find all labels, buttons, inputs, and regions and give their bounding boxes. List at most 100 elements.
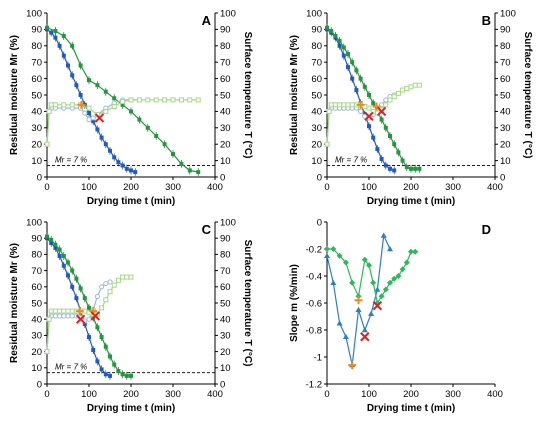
data-point	[178, 97, 184, 103]
data-point	[65, 308, 71, 314]
data-point	[362, 113, 368, 119]
data-point	[108, 148, 112, 153]
data-point	[392, 168, 397, 173]
data-point	[367, 93, 371, 97]
data-point	[57, 254, 62, 259]
red-x-marker	[372, 300, 383, 311]
data-point	[392, 142, 397, 147]
x-tick-label: 300	[445, 389, 461, 400]
panel-a: 0 100 200 300 400010203040506070809010001020…	[9, 8, 253, 207]
data-point	[99, 305, 105, 311]
data-point	[374, 286, 381, 292]
data-point	[124, 274, 130, 280]
data-point	[379, 117, 384, 122]
data-point	[170, 97, 176, 103]
data-point	[82, 110, 88, 116]
data-point	[366, 262, 372, 269]
data-point	[367, 124, 371, 129]
data-point	[69, 313, 75, 319]
data-point	[70, 43, 75, 48]
panel-letter: D	[482, 222, 491, 237]
x-tick-label: 400	[487, 182, 503, 193]
red-x-marker	[364, 111, 374, 122]
data-point	[57, 247, 62, 252]
data-point	[383, 97, 389, 103]
data-point	[129, 168, 133, 173]
y-tick-label: 60	[31, 282, 42, 293]
data-point	[65, 313, 71, 319]
y-right-tick-label: 80	[220, 41, 231, 52]
data-point	[391, 94, 397, 100]
y-right-tick-label: 100	[500, 8, 516, 19]
data-point	[195, 97, 201, 103]
data-point	[53, 35, 58, 40]
data-point	[395, 273, 402, 279]
y-tick-label: 70	[311, 58, 322, 69]
data-point	[349, 279, 356, 286]
data-point	[324, 252, 330, 258]
data-point	[45, 25, 49, 30]
data-point	[350, 76, 355, 81]
x-tick-label: 200	[123, 389, 139, 400]
data-point	[387, 246, 393, 252]
data-point	[87, 305, 91, 310]
data-point	[61, 263, 66, 268]
data-point	[49, 30, 54, 35]
threshold-label: Mr = 7 %	[55, 156, 87, 165]
y-tick-label: 70	[31, 58, 42, 69]
y-tick-label: 80	[31, 41, 42, 52]
data-point	[355, 293, 362, 300]
y-right-tick-label: 0	[220, 379, 225, 390]
data-point	[44, 349, 50, 355]
data-point	[66, 63, 70, 68]
data-point	[137, 117, 142, 122]
orange-cross-marker	[354, 296, 363, 305]
orange-cross-marker	[348, 361, 357, 370]
data-point	[404, 165, 409, 170]
data-point	[325, 25, 329, 30]
y-right-tick-label: 100	[220, 8, 236, 19]
data-point	[57, 43, 62, 48]
y-right-tick-label: 0	[220, 172, 225, 183]
data-point	[371, 135, 376, 140]
data-point	[103, 280, 109, 287]
y-tick-label: 0	[317, 217, 322, 228]
x-axis-label: Drying time t (min)	[87, 403, 175, 414]
data-point	[86, 105, 92, 111]
y-tick-label: 90	[31, 25, 42, 36]
data-point	[86, 316, 92, 322]
data-point	[99, 335, 104, 340]
data-point	[187, 97, 193, 103]
y-tick-label: -1.2	[306, 379, 322, 390]
data-point	[145, 97, 151, 103]
data-point	[57, 308, 63, 314]
data-point	[116, 369, 121, 374]
data-point	[416, 82, 422, 88]
data-point	[82, 296, 87, 301]
data-point	[361, 327, 368, 333]
y-right-tick-label: 90	[220, 25, 231, 36]
panel-letter: A	[202, 13, 212, 28]
x-tick-label: 100	[361, 182, 377, 193]
red-x-marker	[376, 106, 387, 117]
data-point	[78, 286, 83, 291]
y-right-axis-label: Surface temperature T (°C)	[522, 32, 533, 159]
y-axis-label: Slope m (%/min)	[289, 264, 300, 342]
x-tick-label: 100	[81, 182, 97, 193]
data-point	[120, 372, 125, 377]
y-right-axis-label: Surface temperature T (°C)	[242, 32, 253, 159]
x-tick-label: 0	[324, 182, 329, 193]
y-tick-label: 80	[311, 41, 322, 52]
x-tick-label: 0	[324, 389, 329, 400]
data-point	[383, 102, 389, 108]
y-tick-label: -0.2	[306, 244, 322, 255]
y-right-tick-label: 90	[500, 25, 511, 36]
data-point	[345, 102, 351, 108]
data-point	[95, 127, 100, 132]
data-point	[108, 354, 112, 359]
panel-letter: C	[202, 222, 212, 237]
data-point	[387, 279, 393, 286]
data-point	[103, 372, 108, 377]
data-point	[120, 274, 126, 280]
data-point	[383, 163, 388, 168]
